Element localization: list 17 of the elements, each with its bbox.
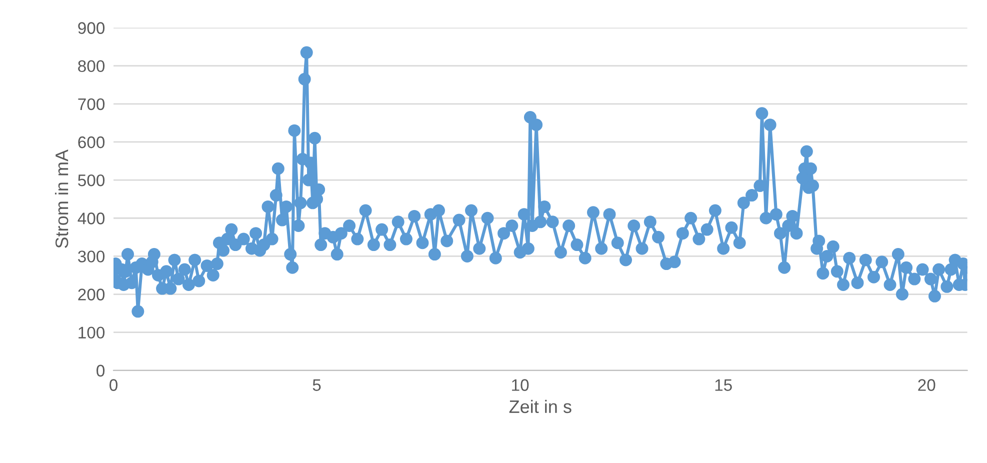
y-axis-title: Strom in mA bbox=[54, 149, 68, 248]
y-tick-label: 0 bbox=[96, 364, 105, 377]
y-tick-label: 400 bbox=[78, 212, 105, 224]
x-tick-label: 10 bbox=[512, 379, 529, 391]
y-tick-label: 500 bbox=[78, 174, 105, 186]
y-tick-label: 900 bbox=[78, 22, 105, 34]
x-tick-label: 5 bbox=[312, 379, 321, 391]
y-tick-label: 700 bbox=[78, 98, 105, 110]
y-tick-label: 800 bbox=[78, 60, 105, 72]
y-tick-label: 600 bbox=[78, 136, 105, 148]
x-tick-label: 20 bbox=[918, 379, 936, 391]
x-tick-label: 15 bbox=[715, 379, 732, 391]
y-tick-label: 300 bbox=[78, 250, 105, 262]
y-tick-label: 100 bbox=[78, 326, 105, 339]
x-tick-label: 0 bbox=[110, 379, 118, 391]
x-axis-title: Zeit in s bbox=[509, 400, 572, 414]
y-tick-label: 200 bbox=[78, 288, 105, 300]
